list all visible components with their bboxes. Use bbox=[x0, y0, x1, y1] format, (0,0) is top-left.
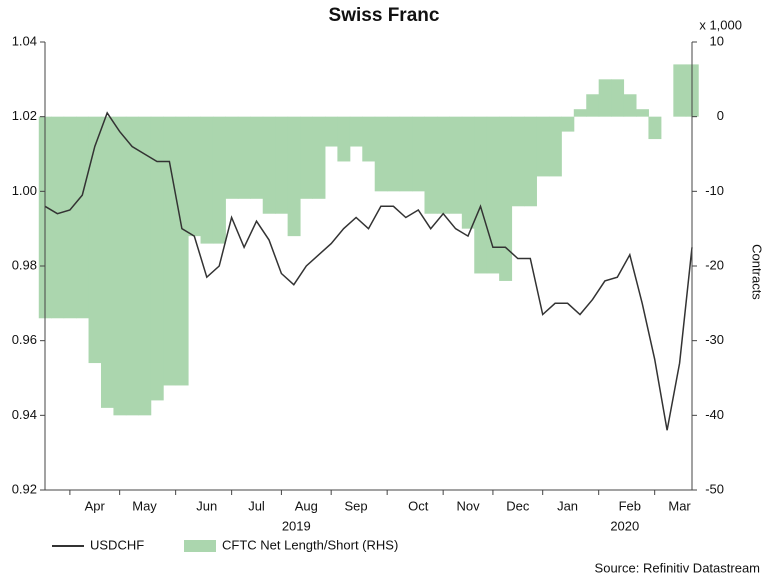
y2-tick-label: 10 bbox=[710, 33, 724, 48]
area-step bbox=[586, 94, 600, 117]
area-step bbox=[163, 116, 177, 386]
area-step bbox=[275, 116, 289, 214]
area-step bbox=[573, 109, 587, 117]
area-step bbox=[387, 116, 401, 192]
line bbox=[44, 111, 693, 431]
area-step bbox=[250, 116, 264, 199]
x-tick-label: Dec bbox=[506, 498, 530, 513]
area-step bbox=[486, 116, 500, 274]
area-step bbox=[100, 116, 114, 408]
area-step bbox=[511, 116, 525, 207]
area-step bbox=[412, 116, 425, 192]
y2-tick-label: 0 bbox=[717, 108, 724, 123]
y-tick-label: 0.92 bbox=[12, 481, 37, 496]
area-step bbox=[262, 116, 276, 214]
area-step bbox=[113, 116, 127, 416]
source: Source: Refinitiv Datastream bbox=[595, 560, 760, 575]
area-step bbox=[51, 116, 65, 319]
area-step bbox=[524, 116, 537, 207]
y2-unit: x 1,000 bbox=[699, 17, 742, 32]
x-tick-label: Oct bbox=[408, 498, 429, 513]
y-tick-label: 1.02 bbox=[12, 108, 37, 123]
x-tick-label: Jul bbox=[248, 498, 265, 513]
area-step bbox=[312, 116, 326, 199]
area-step bbox=[225, 116, 239, 199]
area-step bbox=[636, 109, 649, 117]
area-step bbox=[561, 116, 575, 132]
area-step bbox=[611, 79, 625, 117]
area-step bbox=[399, 116, 413, 192]
area-step bbox=[461, 116, 475, 229]
x-tick-label: Apr bbox=[85, 498, 106, 513]
y2-tick-label: -20 bbox=[705, 257, 724, 272]
y2-label: Contracts bbox=[750, 244, 765, 300]
area-step bbox=[623, 94, 637, 117]
legend-label: USDCHF bbox=[90, 537, 144, 552]
area-step bbox=[237, 116, 251, 199]
area-step bbox=[88, 116, 102, 364]
legend-label: CFTC Net Length/Short (RHS) bbox=[222, 537, 398, 552]
x-tick-label: Sep bbox=[344, 498, 367, 513]
area-step bbox=[536, 116, 550, 177]
area-step bbox=[548, 116, 562, 177]
y-tick-label: 1.04 bbox=[12, 33, 37, 48]
area-step bbox=[362, 116, 376, 162]
area-step bbox=[212, 116, 226, 244]
x-tick-label: May bbox=[132, 498, 157, 513]
y2-tick-label: -10 bbox=[705, 183, 724, 198]
y-tick-label: 0.98 bbox=[12, 257, 37, 272]
y2-tick-label: -40 bbox=[705, 407, 724, 422]
year-label: 2020 bbox=[610, 518, 639, 533]
legend-swatch bbox=[184, 540, 216, 552]
x-tick-label: Feb bbox=[619, 498, 641, 513]
x-tick-label: Jun bbox=[196, 498, 217, 513]
area-step bbox=[474, 116, 488, 274]
area-step bbox=[349, 116, 363, 147]
area-step bbox=[449, 116, 463, 214]
y-tick-label: 0.94 bbox=[12, 407, 37, 422]
area-step bbox=[138, 116, 152, 416]
area-step bbox=[200, 116, 214, 244]
area-step bbox=[598, 79, 612, 117]
area-step bbox=[188, 116, 202, 237]
area-step bbox=[175, 116, 189, 386]
area-step bbox=[76, 116, 90, 319]
area-step bbox=[324, 116, 338, 147]
x-tick-label: Aug bbox=[295, 498, 318, 513]
y-tick-label: 0.96 bbox=[12, 332, 37, 347]
area-step bbox=[499, 116, 513, 281]
y2-tick-label: -50 bbox=[705, 481, 724, 496]
year-label: 2019 bbox=[282, 518, 311, 533]
x-tick-label: Nov bbox=[456, 498, 480, 513]
area-step bbox=[287, 116, 301, 237]
x-tick-label: Mar bbox=[668, 498, 691, 513]
area-step bbox=[63, 116, 77, 319]
area-step bbox=[337, 116, 351, 162]
area-step bbox=[673, 64, 687, 117]
area-step bbox=[424, 116, 438, 214]
area-step bbox=[436, 116, 450, 214]
x-tick-label: Jan bbox=[557, 498, 578, 513]
area-step bbox=[125, 116, 139, 416]
y-tick-label: 1.00 bbox=[12, 183, 37, 198]
chart-title: Swiss Franc bbox=[329, 5, 440, 26]
area-step bbox=[648, 116, 662, 140]
y2-tick-label: -30 bbox=[705, 332, 724, 347]
area-step bbox=[150, 116, 164, 401]
area-step bbox=[374, 116, 388, 192]
area-step bbox=[300, 116, 314, 199]
